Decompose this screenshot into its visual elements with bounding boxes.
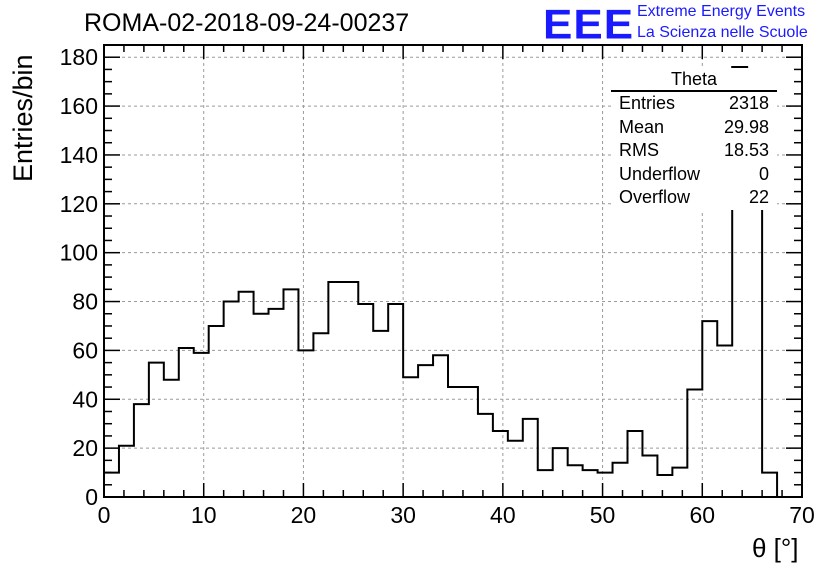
histogram-bin [269, 309, 284, 497]
histogram-series [103, 65, 779, 497]
histogram-bin [433, 355, 448, 497]
y-axis-label: Entries/bin [8, 54, 38, 182]
histogram-bin [628, 431, 643, 497]
histogram-bin [702, 321, 717, 497]
plot-frame [103, 44, 803, 498]
histogram-bin [583, 470, 598, 497]
stats-value: 0 [758, 163, 769, 184]
histogram-bin [373, 331, 388, 497]
x-tick-label: 40 [490, 502, 516, 528]
y-tick-label: 40 [72, 386, 98, 412]
stats-label: RMS [619, 140, 659, 160]
histogram-bin [254, 314, 269, 497]
histogram-bin [313, 333, 328, 497]
stats-value: 29.98 [723, 116, 769, 137]
histogram-bin [687, 389, 702, 497]
stats-value: 18.53 [723, 140, 769, 160]
histogram-bin [657, 475, 672, 497]
eee-logo: EEE [543, 1, 635, 48]
x-tick-label: 50 [590, 502, 616, 528]
y-tick-label: 180 [60, 44, 98, 70]
histogram-bin [598, 473, 613, 497]
y-tick-label: 20 [72, 435, 98, 461]
histogram-bin [328, 282, 343, 497]
histogram-bin [343, 282, 358, 497]
stats-label: Mean [619, 116, 665, 137]
histogram-bin [553, 448, 568, 497]
y-tick-label: 0 [85, 484, 98, 510]
histogram-bin [478, 414, 493, 497]
stats-row-underflow: Underflow 0 [611, 163, 777, 187]
histogram-bin [194, 353, 209, 497]
x-tick-label: 20 [291, 502, 317, 528]
histogram-bin [717, 346, 732, 497]
histogram-bin [149, 363, 164, 497]
x-tick-label: 60 [689, 502, 715, 528]
x-tick-label: 30 [390, 502, 416, 528]
histogram-bin [747, 182, 762, 497]
axis-ticks: 0 10 20 30 40 50 60 70 0 20 40 60 80 100 120 140 160 180 [60, 44, 815, 528]
histogram-bin [164, 380, 179, 497]
stats-row-entries: Entries 2318 [611, 92, 777, 116]
x-axis-label: θ [°] [752, 533, 799, 563]
histogram-bin [523, 419, 538, 497]
histogram-bin [403, 377, 418, 497]
histogram-bin [762, 473, 777, 497]
histogram-bin [388, 304, 403, 497]
grid-lines [104, 45, 802, 497]
histogram-line [103, 65, 779, 497]
stats-row-mean: Mean 29.98 [611, 116, 777, 140]
histogram-bin [283, 289, 298, 497]
stats-label: Underflow [619, 163, 701, 184]
histogram-bin [358, 304, 373, 497]
stats-title: Theta [611, 68, 777, 92]
histogram-bin [613, 463, 628, 497]
y-tick-label: 120 [60, 191, 98, 217]
histogram-bin [493, 431, 508, 497]
histogram-bin [298, 350, 313, 497]
y-tick-label: 100 [60, 240, 98, 266]
histogram-bin [209, 326, 224, 497]
chart-title: ROMA-02-2018-09-24-00237 [84, 9, 410, 37]
stats-label: Entries [619, 93, 676, 113]
y-tick-label: 140 [60, 142, 98, 168]
stats-row-rms: RMS 18.53 [611, 139, 777, 163]
histogram-bin [448, 387, 463, 497]
y-tick-label: 60 [72, 337, 98, 363]
stats-label: Overflow [619, 187, 691, 207]
stats-row-overflow: Overflow 22 [611, 186, 777, 210]
stats-value: 22 [748, 187, 769, 207]
y-tick-label: 160 [60, 93, 98, 119]
histogram-bin [418, 365, 433, 497]
x-tick-label: 70 [789, 502, 815, 528]
histogram-bin [119, 446, 134, 497]
histogram-bin [642, 455, 657, 497]
histogram-bin [463, 387, 478, 497]
x-tick-label: 0 [98, 502, 111, 528]
y-tick-label: 80 [72, 289, 98, 315]
logo-subtitle-1: Extreme Energy Events [637, 3, 806, 20]
histogram-bin [134, 404, 149, 497]
x-tick-label: 10 [191, 502, 217, 528]
axes [103, 44, 803, 498]
histogram-bin [672, 468, 687, 497]
histogram-bin [224, 302, 239, 497]
histogram-bin [179, 348, 194, 497]
logo-subtitle-2: La Scienza nelle Scuole [637, 24, 808, 41]
histogram-bin [538, 470, 553, 497]
histogram-bin [239, 292, 254, 497]
histogram-bin [568, 465, 583, 497]
stats-value: 2318 [728, 93, 769, 113]
histogram-bin [508, 441, 523, 497]
stats-box: Theta Entries 2318 Mean 29.98 RMS 18.53 … [611, 68, 777, 210]
